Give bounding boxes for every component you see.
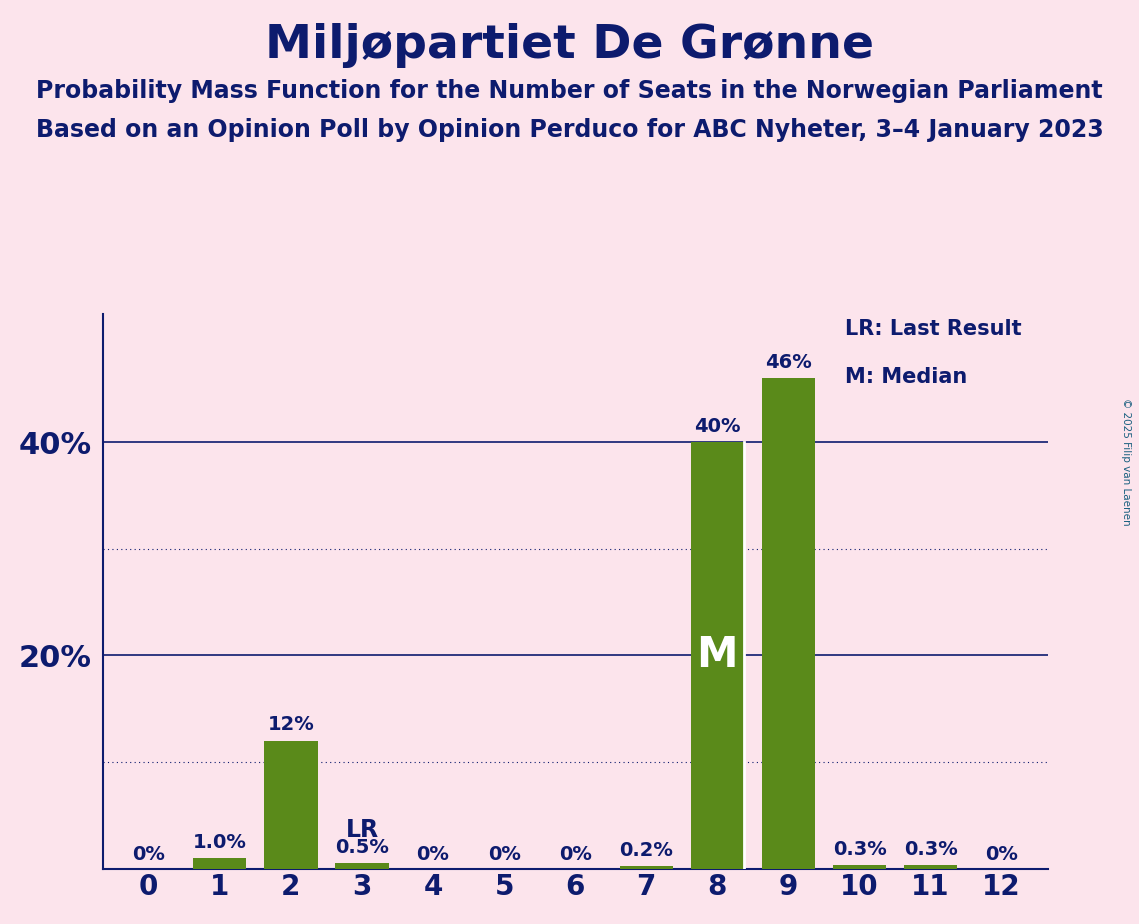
- Text: M: M: [697, 635, 738, 676]
- Text: 0%: 0%: [985, 845, 1018, 864]
- Bar: [690, 442, 744, 869]
- Text: 12%: 12%: [268, 715, 314, 735]
- Text: 0%: 0%: [487, 845, 521, 864]
- Text: LR: LR: [345, 818, 378, 842]
- Bar: [264, 741, 318, 869]
- Text: M: Median: M: Median: [845, 368, 967, 387]
- Text: 0%: 0%: [132, 845, 165, 864]
- Text: 0%: 0%: [417, 845, 450, 864]
- Text: 0.3%: 0.3%: [833, 840, 886, 859]
- Text: 0.3%: 0.3%: [903, 840, 958, 859]
- Text: © 2025 Filip van Laenen: © 2025 Filip van Laenen: [1121, 398, 1131, 526]
- Text: Probability Mass Function for the Number of Seats in the Norwegian Parliament: Probability Mass Function for the Number…: [36, 79, 1103, 103]
- Text: Based on an Opinion Poll by Opinion Perduco for ABC Nyheter, 3–4 January 2023: Based on an Opinion Poll by Opinion Perd…: [35, 118, 1104, 142]
- Text: LR: Last Result: LR: Last Result: [845, 320, 1022, 339]
- Bar: [904, 866, 957, 869]
- Text: 0.5%: 0.5%: [335, 838, 388, 857]
- Text: Miljøpartiet De Grønne: Miljøpartiet De Grønne: [265, 23, 874, 68]
- Text: 0%: 0%: [559, 845, 591, 864]
- Text: 40%: 40%: [694, 417, 740, 436]
- Bar: [762, 378, 816, 869]
- Bar: [194, 857, 246, 869]
- Text: 46%: 46%: [765, 353, 812, 371]
- Text: 1.0%: 1.0%: [192, 833, 247, 852]
- Bar: [833, 866, 886, 869]
- Text: 0.2%: 0.2%: [620, 841, 673, 860]
- Bar: [620, 867, 673, 869]
- Bar: [335, 863, 388, 869]
